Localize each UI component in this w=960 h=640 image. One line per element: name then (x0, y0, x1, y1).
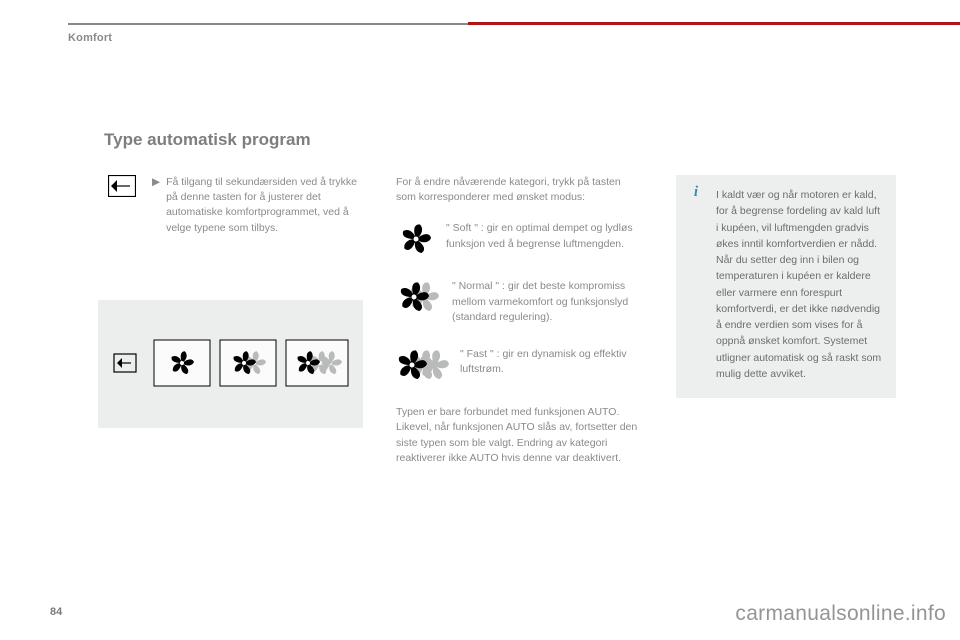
mode-fast: " Fast " : gir en dynamisk og effektiv l… (396, 347, 641, 383)
middle-column: For å endre nåværende kategori, trykk på… (396, 175, 641, 466)
mid-footer: Typen er bare forbundet med funksjonen A… (396, 405, 641, 466)
rule-red (468, 22, 960, 25)
left-column: ▶ Få tilgang til sekundærsiden ved å try… (152, 175, 366, 236)
left-text: Få tilgang til sekundærsiden ved å trykk… (166, 175, 366, 236)
top-rule (0, 22, 960, 25)
mode-fast-text: " Fast " : gir en dynamisk og effektiv l… (460, 347, 641, 377)
page-title: Type automatisk program (104, 130, 311, 150)
page-number: 84 (50, 606, 62, 618)
mode-soft-text: " Soft " : gir en optimal dempet og lydl… (446, 221, 641, 251)
arrow-icon: ▶ (152, 175, 160, 236)
fan-fast-icon (396, 347, 450, 383)
mode-soft: " Soft " : gir en optimal dempet og lydl… (396, 221, 641, 257)
rule-grey (68, 23, 468, 25)
screen-illustration (98, 300, 363, 428)
mid-intro: For å endre nåværende kategori, trykk på… (396, 175, 641, 205)
info-box: i I kaldt vær og når motoren er kald, fo… (676, 175, 896, 398)
info-icon: i (688, 185, 704, 201)
mode-normal-text: " Normal " : gir det beste kompromiss me… (452, 279, 641, 325)
fan-normal-icon (396, 279, 442, 315)
section-label: Komfort (68, 32, 112, 44)
left-bullet: ▶ Få tilgang til sekundærsiden ved å try… (152, 175, 366, 236)
watermark: carmanualsonline.info (735, 602, 946, 626)
fan-soft-icon (396, 221, 436, 257)
enter-submenu-icon (108, 175, 136, 197)
mode-normal: " Normal " : gir det beste kompromiss me… (396, 279, 641, 325)
info-text: I kaldt vær og når motoren er kald, for … (716, 187, 882, 382)
